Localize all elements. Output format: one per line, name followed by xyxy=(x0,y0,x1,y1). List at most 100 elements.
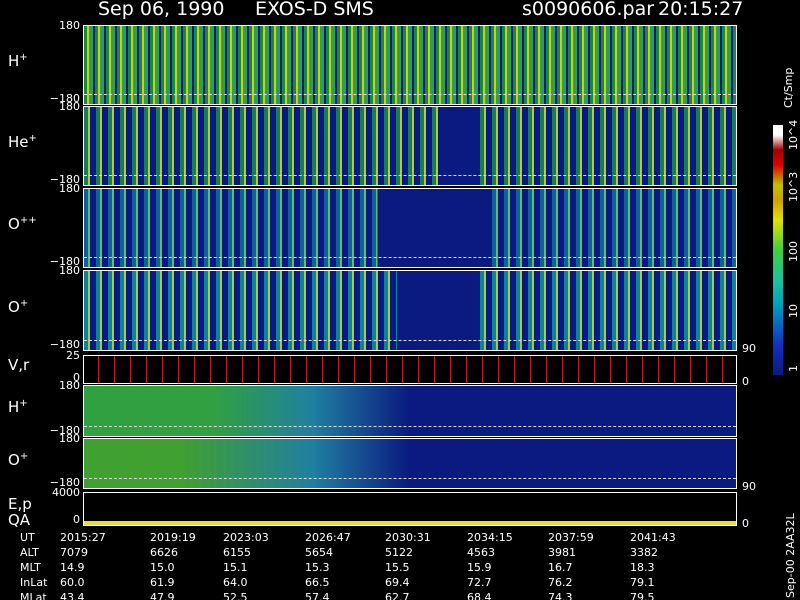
panel-label: E,p xyxy=(8,497,32,512)
colorbar xyxy=(773,125,783,375)
ion-name: O xyxy=(8,297,20,316)
panel-texture xyxy=(84,356,736,383)
table-cell: 2030:31 xyxy=(385,531,431,544)
table-cell: 2019:19 xyxy=(150,531,196,544)
panel-texture xyxy=(84,493,736,525)
panel-label: O+ xyxy=(8,450,29,469)
table-cell: 2037:59 xyxy=(548,531,594,544)
axis-bottom-label: −180 xyxy=(49,255,80,268)
panel-texture xyxy=(84,386,736,436)
instrument: EXOS-D SMS xyxy=(255,0,374,20)
axis-top-label: 4000 xyxy=(52,486,80,499)
spectrogram-panel xyxy=(83,270,737,351)
table-cell: 2015:27 xyxy=(60,531,106,544)
axis-right-label: 0 xyxy=(742,375,749,388)
row-header: MLT xyxy=(20,561,41,574)
axis-top-label: 180 xyxy=(59,19,80,32)
table-cell: 72.7 xyxy=(467,576,492,589)
ion-charge: + xyxy=(19,52,28,63)
date: Sep 06, 1990 xyxy=(98,0,225,20)
row-header: InLat xyxy=(20,576,48,589)
panel-texture xyxy=(84,26,736,104)
spectrogram-panel xyxy=(83,25,737,105)
table-cell: 62.7 xyxy=(385,591,410,600)
table-cell: 5122 xyxy=(385,546,413,559)
axis-top-label: 180 xyxy=(59,182,80,195)
table-cell: 76.2 xyxy=(548,576,573,589)
table-cell: 15.3 xyxy=(305,561,330,574)
ion-charge: + xyxy=(19,398,28,409)
ion-name: E,p xyxy=(8,495,32,513)
ion-name: H xyxy=(8,52,20,70)
axis-bottom-label: 0 xyxy=(73,513,80,526)
panel-texture xyxy=(84,271,736,350)
axis-bottom-label: −180 xyxy=(49,338,80,351)
panel-label: O++ xyxy=(8,216,37,232)
reference-line xyxy=(84,94,736,95)
ion-name: He xyxy=(8,133,29,151)
table-cell: 2034:15 xyxy=(467,531,513,544)
axis-right-label: 0 xyxy=(742,517,749,530)
table-cell: 3981 xyxy=(548,546,576,559)
ion-charge: ++ xyxy=(19,215,37,226)
table-cell: 47.9 xyxy=(150,591,175,600)
table-cell: 68.4 xyxy=(467,591,492,600)
table-cell: 60.0 xyxy=(60,576,85,589)
panel-label-extra: QA xyxy=(8,511,31,529)
file: s0090606.par xyxy=(522,0,655,20)
table-cell: 79.5 xyxy=(630,591,655,600)
table-cell: 4563 xyxy=(467,546,495,559)
row-header: UT xyxy=(20,531,35,544)
reference-line xyxy=(84,478,736,479)
colorbar-label: 10^4 xyxy=(787,119,800,150)
row-header: ALT xyxy=(20,546,39,559)
table-cell: 6155 xyxy=(223,546,251,559)
axis-bottom-label: 0 xyxy=(73,371,80,384)
axis-right-label: 90 xyxy=(742,480,756,493)
table-cell: 52.5 xyxy=(223,591,248,600)
spectrogram-panel xyxy=(83,438,737,489)
table-cell: 16.7 xyxy=(548,561,573,574)
spectrogram-panel xyxy=(83,355,737,384)
colorbar-label: 10 xyxy=(787,304,800,318)
ion-name: O xyxy=(8,215,20,233)
ion-charge: + xyxy=(19,450,29,462)
colorbar-label: 10^3 xyxy=(787,171,800,202)
panel-label: H+ xyxy=(8,53,28,69)
table-cell: 18.3 xyxy=(630,561,655,574)
axis-bottom-label: −180 xyxy=(49,173,80,186)
table-cell: 64.0 xyxy=(223,576,248,589)
row-header: MLat xyxy=(20,591,47,600)
table-cell: 74.3 xyxy=(548,591,573,600)
reference-line xyxy=(84,257,736,258)
colorbar-label: 100 xyxy=(787,241,800,262)
table-cell: 3382 xyxy=(630,546,658,559)
spectrogram-panel xyxy=(83,106,737,186)
axis-top-label: 180 xyxy=(59,264,80,277)
reference-line xyxy=(84,175,736,176)
ion-name: O xyxy=(8,450,20,469)
spectrogram-panel xyxy=(83,492,737,526)
table-cell: 57.4 xyxy=(305,591,330,600)
table-cell: 2041:43 xyxy=(630,531,676,544)
table-cell: 7079 xyxy=(60,546,88,559)
table-cell: 6626 xyxy=(150,546,178,559)
reference-line xyxy=(84,340,736,341)
ion-name: H xyxy=(8,398,20,416)
panel-label: H+ xyxy=(8,399,28,415)
panel-label: V,r xyxy=(8,355,30,374)
panel-texture xyxy=(84,439,736,488)
colorbar-unit: Ct/Smp xyxy=(782,67,795,108)
ion-name: V,r xyxy=(8,355,30,374)
ion-charge: + xyxy=(28,133,37,144)
footer-tag: Sep-00 2AA32L xyxy=(784,513,797,598)
panel-texture xyxy=(84,189,736,267)
table-cell: 14.9 xyxy=(60,561,85,574)
table-cell: 2026:47 xyxy=(305,531,351,544)
time: 20:15:27 xyxy=(658,0,744,20)
table-cell: 15.5 xyxy=(385,561,410,574)
table-cell: 61.9 xyxy=(150,576,175,589)
table-cell: 66.5 xyxy=(305,576,330,589)
axis-top-label: 180 xyxy=(59,100,80,113)
